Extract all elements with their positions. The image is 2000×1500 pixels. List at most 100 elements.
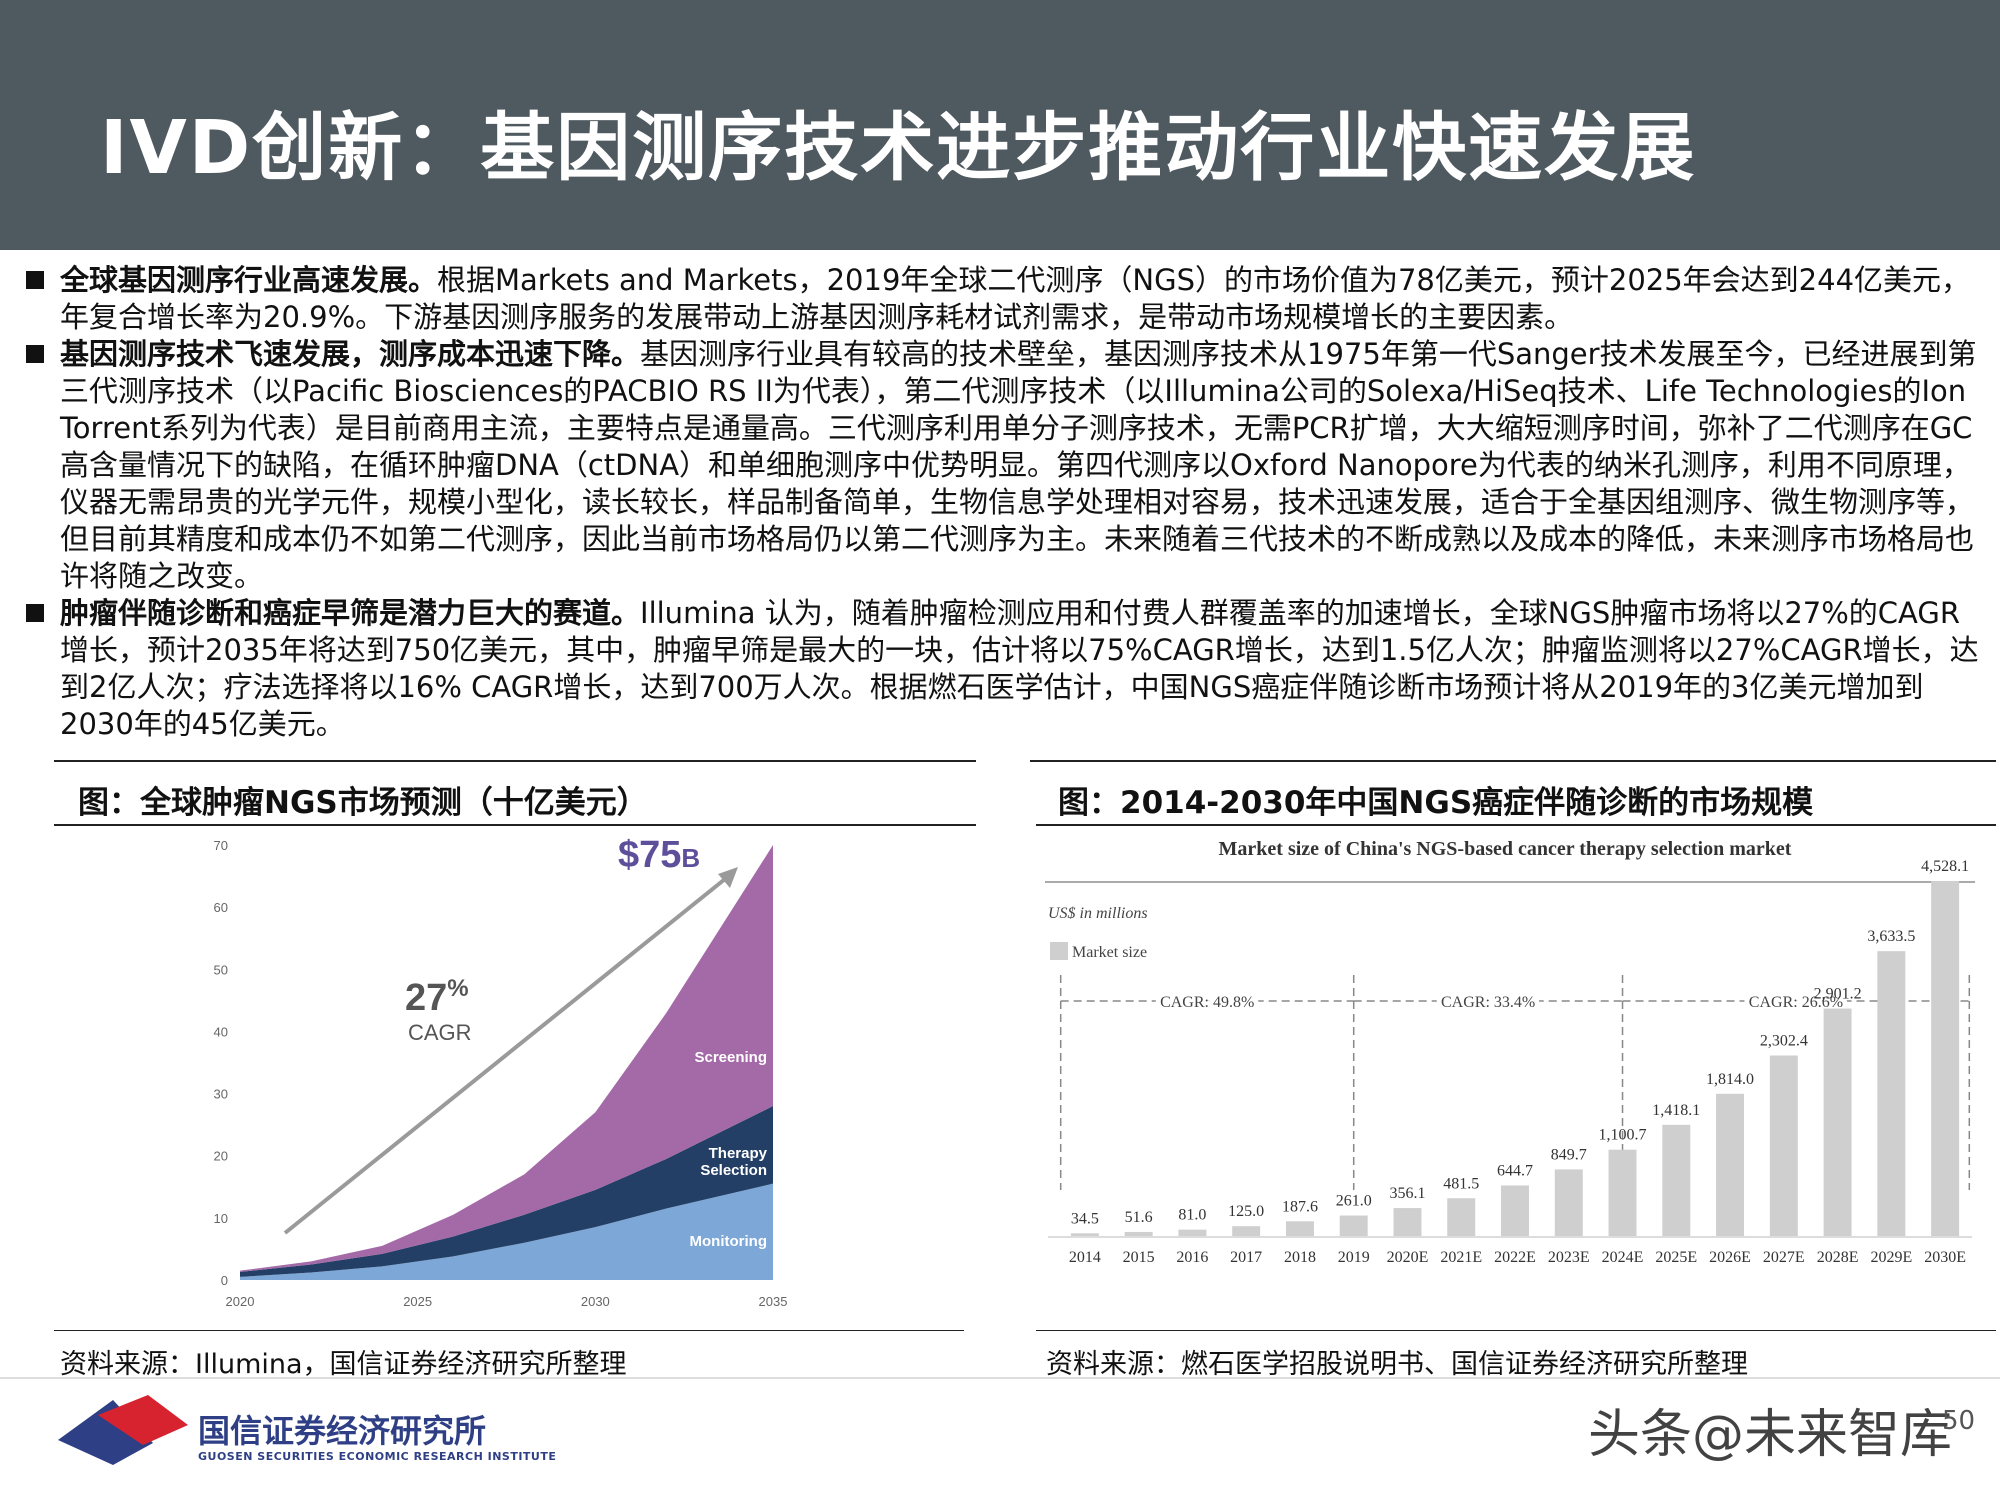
cagr-text-label: CAGR	[408, 1020, 472, 1045]
bar-value-label: 1,100.7	[1599, 1127, 1647, 1144]
x-tick-label: 2027E	[1763, 1249, 1805, 1266]
figure-caption-rule	[1036, 824, 1996, 826]
bar	[1554, 1169, 1583, 1236]
bullet-1: 全球基因测序行业高速发展。根据Markets and Markets，2019年…	[22, 262, 1982, 336]
bar-value-label: 261.0	[1336, 1193, 1372, 1210]
x-tick-label: 2021E	[1440, 1249, 1482, 1266]
x-tick-label: 2017	[1230, 1249, 1262, 1266]
bar-value-label: 2,302.4	[1760, 1032, 1808, 1049]
bar-value-label: 34.5	[1071, 1210, 1099, 1227]
bar-value-label: 187.6	[1282, 1198, 1318, 1215]
bar	[1716, 1093, 1745, 1236]
area-therapy-selection	[240, 1106, 773, 1277]
bullet-1-lead: 全球基因测序行业高速发展。	[60, 263, 438, 297]
figure-caption-rule	[54, 824, 976, 826]
area-label-screening: Screening	[694, 1049, 767, 1066]
right-figure-caption: 图：2014-2030年中国NGS癌症伴随诊断的市场规模	[1058, 785, 1814, 821]
bar-value-label: 51.6	[1125, 1209, 1153, 1226]
x-tick-label: 2024E	[1602, 1249, 1644, 1266]
left-source-rule	[54, 1330, 964, 1331]
x-tick-label: 2019	[1338, 1249, 1370, 1266]
x-tick-label: 2026E	[1709, 1249, 1751, 1266]
x-tick-label: 2025E	[1655, 1249, 1697, 1266]
bar-value-label: 356.1	[1389, 1185, 1425, 1202]
left-figure-caption: 图：全球肿瘤NGS市场预测（十亿美元）	[78, 785, 648, 821]
body-text: 全球基因测序行业高速发展。根据Markets and Markets，2019年…	[22, 262, 1982, 743]
x-tick-label: 2015	[1123, 1249, 1155, 1266]
area-monitoring	[240, 1183, 773, 1280]
bar-value-label: 849.7	[1551, 1146, 1587, 1163]
legend-swatch	[1050, 942, 1068, 960]
bullet-3-text: Illumina 认为，随着肿瘤检测应用和付费人群覆盖率的加速增长，全球NGS肿…	[60, 596, 1979, 741]
cagr-value-label: 27%	[405, 975, 469, 1019]
bar	[1447, 1198, 1476, 1236]
bullet-2-text: 基因测序行业具有较高的技术壁垒，基因测序技术从1975年第一代Sanger技术发…	[60, 337, 1977, 593]
bullet-square-icon	[26, 604, 44, 622]
y-tick-label: 0	[221, 1273, 228, 1288]
right-chart-title: Market size of China's NGS-based cancer …	[1219, 838, 1792, 860]
x-tick-label: 2029E	[1870, 1249, 1912, 1266]
bar-value-label: 1,814.0	[1706, 1071, 1754, 1088]
bullet-square-icon	[26, 345, 44, 363]
bar	[1393, 1208, 1422, 1236]
bar	[1823, 1008, 1852, 1236]
bar	[1178, 1229, 1207, 1236]
page-title: IVD创新：基因测序技术进步推动行业快速发展	[100, 105, 1697, 191]
figure-top-rule	[1030, 760, 1996, 762]
x-tick-label: 2020	[226, 1294, 255, 1309]
x-tick-label: 2028E	[1817, 1249, 1859, 1266]
x-tick-label: 2018	[1284, 1249, 1316, 1266]
right-bar-chart: Market size of China's NGS-based cancer …	[1045, 838, 1975, 1266]
y-tick-label: 30	[214, 1087, 228, 1102]
figure-top-rule	[54, 760, 976, 762]
page-number: 50	[1942, 1406, 1976, 1436]
right-source: 资料来源：燃石医学招股说明书、国信证券经济研究所整理	[1046, 1349, 1748, 1380]
bar	[1662, 1124, 1691, 1236]
title-banner: IVD创新：基因测序技术进步推动行业快速发展	[0, 0, 2000, 250]
x-tick-label: 2020E	[1387, 1249, 1429, 1266]
bullet-2: 基因测序技术飞速发展，测序成本迅速下降。基因测序行业具有较高的技术壁垒，基因测序…	[22, 336, 1982, 595]
bar-value-label: 4,528.1	[1921, 858, 1969, 875]
x-tick-label: 2022E	[1494, 1249, 1536, 1266]
bar	[1124, 1231, 1153, 1236]
cagr-label: CAGR: 33.4%	[1441, 994, 1535, 1011]
x-tick-label: 2030	[581, 1294, 610, 1309]
y-tick-label: 60	[214, 900, 228, 915]
bullet-3: 肿瘤伴随诊断和癌症早筛是潜力巨大的赛道。Illumina 认为，随着肿瘤检测应用…	[22, 595, 1982, 743]
y-tick-label: 40	[214, 1024, 228, 1039]
bar	[1232, 1226, 1261, 1236]
bullet-1-text: 根据Markets and Markets，2019年全球二代测序（NGS）的市…	[60, 263, 1971, 334]
area-label-monitoring: Monitoring	[690, 1233, 767, 1250]
footer-org-cn: 国信证券经济研究所	[198, 1412, 487, 1450]
bullet-square-icon	[26, 271, 44, 289]
bar	[1608, 1149, 1637, 1236]
area-label-therapy-1: Therapy	[709, 1145, 768, 1162]
area-screening	[240, 845, 773, 1272]
y-tick-label: 50	[214, 962, 228, 977]
y-tick-label: 20	[214, 1149, 228, 1164]
cagr-label: CAGR: 49.8%	[1160, 994, 1254, 1011]
right-source-rule	[1036, 1330, 1996, 1331]
legend-label: Market size	[1072, 944, 1147, 961]
x-tick-label: 2014	[1069, 1249, 1101, 1266]
growth-arrow-head	[718, 867, 738, 888]
big-value-label: $75B	[618, 834, 700, 876]
bar-value-label: 3,633.5	[1867, 928, 1915, 945]
bar	[1501, 1185, 1529, 1236]
growth-arrow-line	[283, 873, 732, 1235]
area-label-therapy-2: Selection	[700, 1162, 767, 1179]
bar	[1339, 1215, 1368, 1236]
footer-rule	[0, 1377, 2000, 1379]
x-tick-label: 2016	[1176, 1249, 1208, 1266]
footer-org-en: GUOSEN SECURITIES ECONOMIC RESEARCH INST…	[198, 1450, 557, 1463]
y-tick-label: 10	[214, 1211, 228, 1226]
bar	[1931, 881, 1960, 1236]
bar-value-label: 2,901.2	[1814, 986, 1862, 1003]
bar	[1070, 1233, 1099, 1236]
bullet-3-lead: 肿瘤伴随诊断和癌症早筛是潜力巨大的赛道。	[60, 596, 641, 630]
bar-value-label: 125.0	[1228, 1203, 1264, 1220]
bullet-2-lead: 基因测序技术飞速发展，测序成本迅速下降。	[60, 337, 641, 371]
bar	[1769, 1055, 1798, 1236]
bar-value-label: 481.5	[1443, 1175, 1479, 1192]
